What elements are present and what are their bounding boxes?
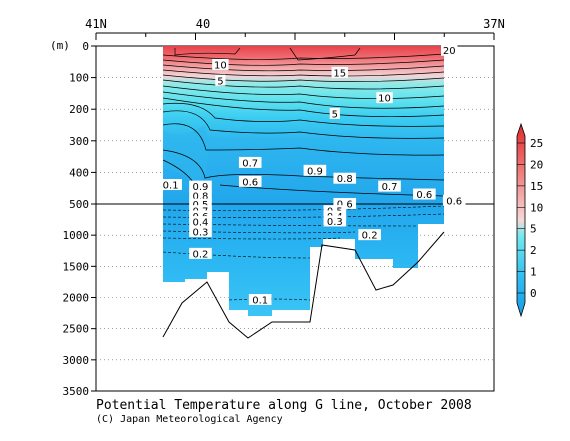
colorbar-tick-label-5: 5	[530, 223, 537, 236]
upper-temperature-field	[163, 46, 444, 204]
contour-label-bg	[442, 194, 466, 206]
depth-tick-label-500: 500	[69, 198, 89, 211]
contour-label-bg	[159, 179, 182, 191]
depth-tick-label-3000: 3000	[63, 354, 90, 367]
contour-label-bg	[248, 293, 272, 305]
depth-tick-label-1000: 1000	[63, 229, 90, 242]
contour-label: 0.2	[362, 231, 378, 242]
contour-label-bg	[333, 198, 357, 209]
contour-label: 0.6	[242, 177, 258, 188]
contour-label: 0.2	[193, 249, 209, 260]
upper-section	[162, 46, 445, 204]
depth-tick-label-1500: 1500	[63, 260, 90, 273]
contour-label-bg	[189, 226, 212, 238]
contour-label-bg	[189, 190, 212, 202]
depth-tick-label-2500: 2500	[63, 323, 90, 336]
colorbar-tick-label-1: 1	[530, 266, 537, 279]
contour-label: 10	[214, 60, 227, 71]
bottom-topography-line	[162, 231, 445, 339]
contour-label: 0.9	[193, 182, 209, 193]
depth-ticks-lower: 1000 1500 2000 2500 3000 3500	[63, 229, 96, 398]
depth-tick-label-0: 0	[82, 40, 89, 53]
lat-tick-label-41n: 41N	[85, 17, 107, 31]
contour-label: 5	[217, 76, 223, 87]
contour-label: 0.6	[337, 200, 353, 211]
colorbar-tick-label-15: 15	[530, 180, 543, 193]
colorbar-tick-label-20: 20	[530, 158, 543, 171]
colorbar-tick-label-25: 25	[530, 137, 543, 150]
colorbar-tick-label-0: 0	[530, 287, 537, 300]
contour-label-bg	[378, 180, 401, 192]
contour-label-bg	[329, 107, 340, 119]
contour-label: 10	[378, 94, 391, 105]
contour-label-bg	[358, 229, 381, 241]
contour-label-bg	[189, 216, 212, 228]
contour-label: 5	[332, 109, 338, 120]
chart-title: Potential Temperature along G line, Octo…	[96, 398, 472, 413]
depth-tick-label-3500: 3500	[63, 385, 90, 398]
contour-label: 0.6	[446, 196, 462, 207]
contour-label: 0.8	[193, 192, 209, 203]
lat-tick-label-37n: 37N	[483, 17, 505, 31]
depth-tick-label-400: 400	[69, 166, 89, 179]
contour-label: 0.1	[252, 295, 268, 306]
colorbar-tick-label-2: 2	[530, 244, 537, 257]
contour-value-labels: 20 10 15 5 10 5 0.7 0.9 0.6 0.8 0.1 0.9 0.7 0.6 0.8 0.6…	[159, 44, 466, 306]
contour-label-bg	[238, 175, 262, 187]
contour-label-bg	[413, 188, 436, 200]
depth-ticks-upper: 0 100 200 300 400 500	[69, 40, 96, 211]
y-unit-label: (m)	[50, 39, 70, 52]
contour-label: 0.7	[382, 182, 398, 193]
lat-tick-label-40: 40	[196, 17, 210, 31]
upper-cold-tongue	[163, 125, 209, 181]
contour-label: 20	[443, 46, 456, 57]
contour-label-bg	[376, 92, 393, 104]
contour-label-bg	[331, 66, 348, 78]
contour-label-bg	[323, 215, 347, 227]
contour-label: 0.3	[193, 228, 209, 239]
contour-label-bg	[189, 210, 212, 222]
contour-label-bg	[215, 74, 226, 86]
depth-tick-label-2000: 2000	[63, 292, 90, 305]
colorbar-tick-label-10: 10	[530, 201, 543, 214]
depth-tick-label-100: 100	[69, 72, 89, 85]
contour-label-bg	[212, 58, 229, 70]
latitude-ticks	[95, 33, 495, 40]
contour-label-bg	[333, 172, 357, 184]
contour-label: 0.3	[327, 217, 343, 228]
contour-label: 0.4	[193, 218, 209, 229]
contour-label-bg	[303, 164, 327, 176]
contour-label: 0.8	[337, 174, 353, 185]
contour-label: 0.1	[163, 181, 179, 192]
contour-label: 0.7	[242, 158, 258, 169]
contour-label: 0.9	[307, 166, 323, 177]
contour-label-bg	[441, 44, 458, 56]
latitude-axis: 41N 40 37N	[85, 17, 505, 40]
contour-label-bg	[189, 198, 212, 210]
chart-credit: (C) Japan Meteorological Agency	[96, 414, 283, 425]
depth-tick-label-300: 300	[69, 135, 89, 148]
depth-tick-label-200: 200	[69, 103, 89, 116]
colorbar-bar	[516, 122, 526, 318]
contour-label: 15	[333, 68, 346, 79]
contour-label-bg	[189, 247, 212, 259]
contour-label: 0.6	[416, 190, 432, 201]
contour-label-bg	[189, 180, 212, 192]
contour-label-bg	[238, 156, 262, 168]
upper-contour-lines	[162, 47, 445, 201]
